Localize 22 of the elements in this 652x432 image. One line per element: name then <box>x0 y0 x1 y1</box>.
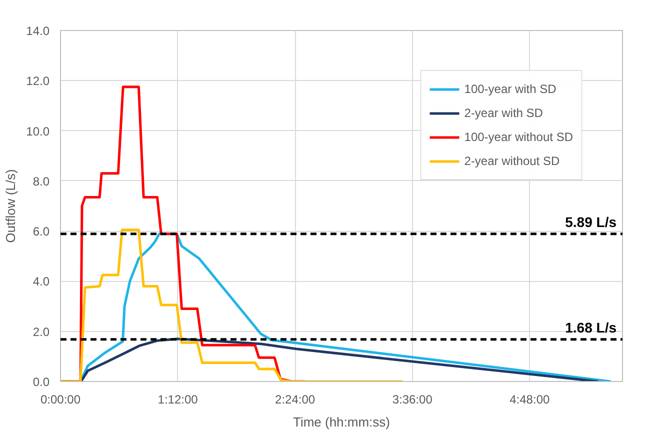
legend-label: 100-year without SD <box>464 130 573 144</box>
y-tick-label: 2.0 <box>32 324 50 339</box>
x-axis-title: Time (hh:mm:ss) <box>292 414 390 430</box>
legend-label: 2-year without SD <box>464 154 560 168</box>
line-series <box>60 228 404 382</box>
ref-line-label: 5.89 L/s <box>565 214 617 230</box>
y-axis-title: Outflow (L/s) <box>3 169 18 243</box>
x-tick-label: 1:12:00 <box>158 392 198 406</box>
y-tick-label: 8.0 <box>32 174 50 188</box>
y-tick-label: 14.0 <box>26 24 50 38</box>
x-tick-label: 4:48:00 <box>510 392 550 406</box>
x-tick-label: 2:24:00 <box>275 392 316 406</box>
y-tick-label: 4.0 <box>32 274 50 289</box>
y-tick-label: 0.0 <box>32 375 50 389</box>
y-tick-label: 6.0 <box>32 224 50 239</box>
x-tick-label: 0:00:00 <box>40 392 81 406</box>
y-tick-label: 10.0 <box>26 124 50 138</box>
legend-label: 100-year with SD <box>464 82 556 96</box>
legend-label: 2-year with SD <box>464 106 543 120</box>
ref-line-label: 1.68 L/s <box>565 319 617 336</box>
y-tick-label: 12.0 <box>26 74 50 88</box>
x-tick-label: 3:36:00 <box>392 392 433 406</box>
